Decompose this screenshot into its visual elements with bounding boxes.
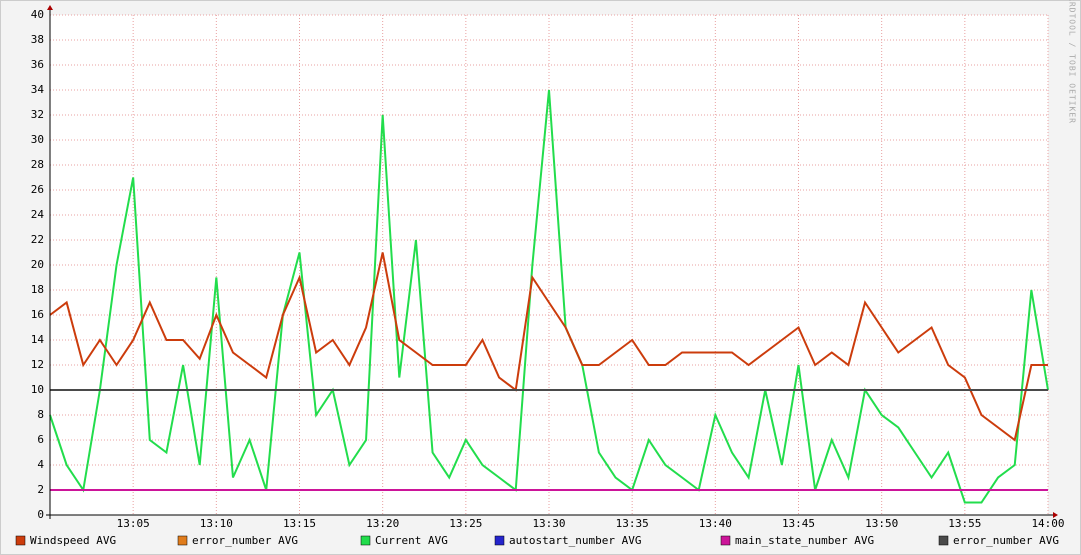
x-tick-label: 13:05 xyxy=(117,517,150,530)
y-tick-label: 28 xyxy=(31,158,44,171)
legend-swatch xyxy=(177,535,188,546)
watermark: RRDTOOL / TOBI OETIKER xyxy=(1068,0,1077,124)
x-tick-label: 13:55 xyxy=(948,517,981,530)
y-tick-label: 24 xyxy=(31,208,45,221)
x-tick-label: 13:50 xyxy=(865,517,898,530)
y-tick-label: 0 xyxy=(37,508,44,521)
y-tick-label: 6 xyxy=(37,433,44,446)
x-tick-label: 13:40 xyxy=(699,517,732,530)
y-tick-label: 2 xyxy=(37,483,44,496)
legend-label: Current AVG xyxy=(375,534,448,547)
y-tick-label: 32 xyxy=(31,108,44,121)
x-tick-label: 13:45 xyxy=(782,517,815,530)
y-tick-label: 20 xyxy=(31,258,44,271)
series-line xyxy=(49,89,1049,504)
legend-label: error_number AVG xyxy=(953,534,1059,547)
legend-label: Windspeed AVG xyxy=(30,534,116,547)
y-tick-label: 38 xyxy=(31,33,44,46)
y-tick-label: 14 xyxy=(31,333,45,346)
y-tick-label: 18 xyxy=(31,283,44,296)
legend-swatch xyxy=(494,535,505,546)
y-tick-label: 8 xyxy=(37,408,44,421)
y-tick-label: 30 xyxy=(31,133,44,146)
x-tick-label: 13:15 xyxy=(283,517,316,530)
x-tick-label: 13:25 xyxy=(449,517,482,530)
x-tick-label: 13:10 xyxy=(200,517,233,530)
y-tick-label: 34 xyxy=(31,83,45,96)
x-tick-label: 13:35 xyxy=(616,517,649,530)
y-tick-label: 16 xyxy=(31,308,44,321)
x-axis-arrow xyxy=(1053,512,1058,518)
y-axis-arrow xyxy=(47,5,53,10)
y-tick-label: 4 xyxy=(37,458,44,471)
legend-swatch xyxy=(720,535,731,546)
y-tick-label: 22 xyxy=(31,233,44,246)
x-tick-label: 13:30 xyxy=(532,517,565,530)
legend-label: autostart_number AVG xyxy=(509,534,641,547)
legend-label: main_state_number AVG xyxy=(735,534,874,547)
legend-swatch xyxy=(15,535,26,546)
y-tick-label: 10 xyxy=(31,383,44,396)
y-tick-label: 26 xyxy=(31,183,44,196)
x-tick-label: 13:20 xyxy=(366,517,399,530)
x-tick-label: 14:00 xyxy=(1031,517,1064,530)
legend-swatch xyxy=(938,535,949,546)
y-tick-label: 12 xyxy=(31,358,44,371)
y-tick-label: 40 xyxy=(31,8,44,21)
series-line xyxy=(49,252,1048,442)
y-tick-label: 36 xyxy=(31,58,44,71)
legend-label: error_number AVG xyxy=(192,534,298,547)
legend-swatch xyxy=(360,535,371,546)
